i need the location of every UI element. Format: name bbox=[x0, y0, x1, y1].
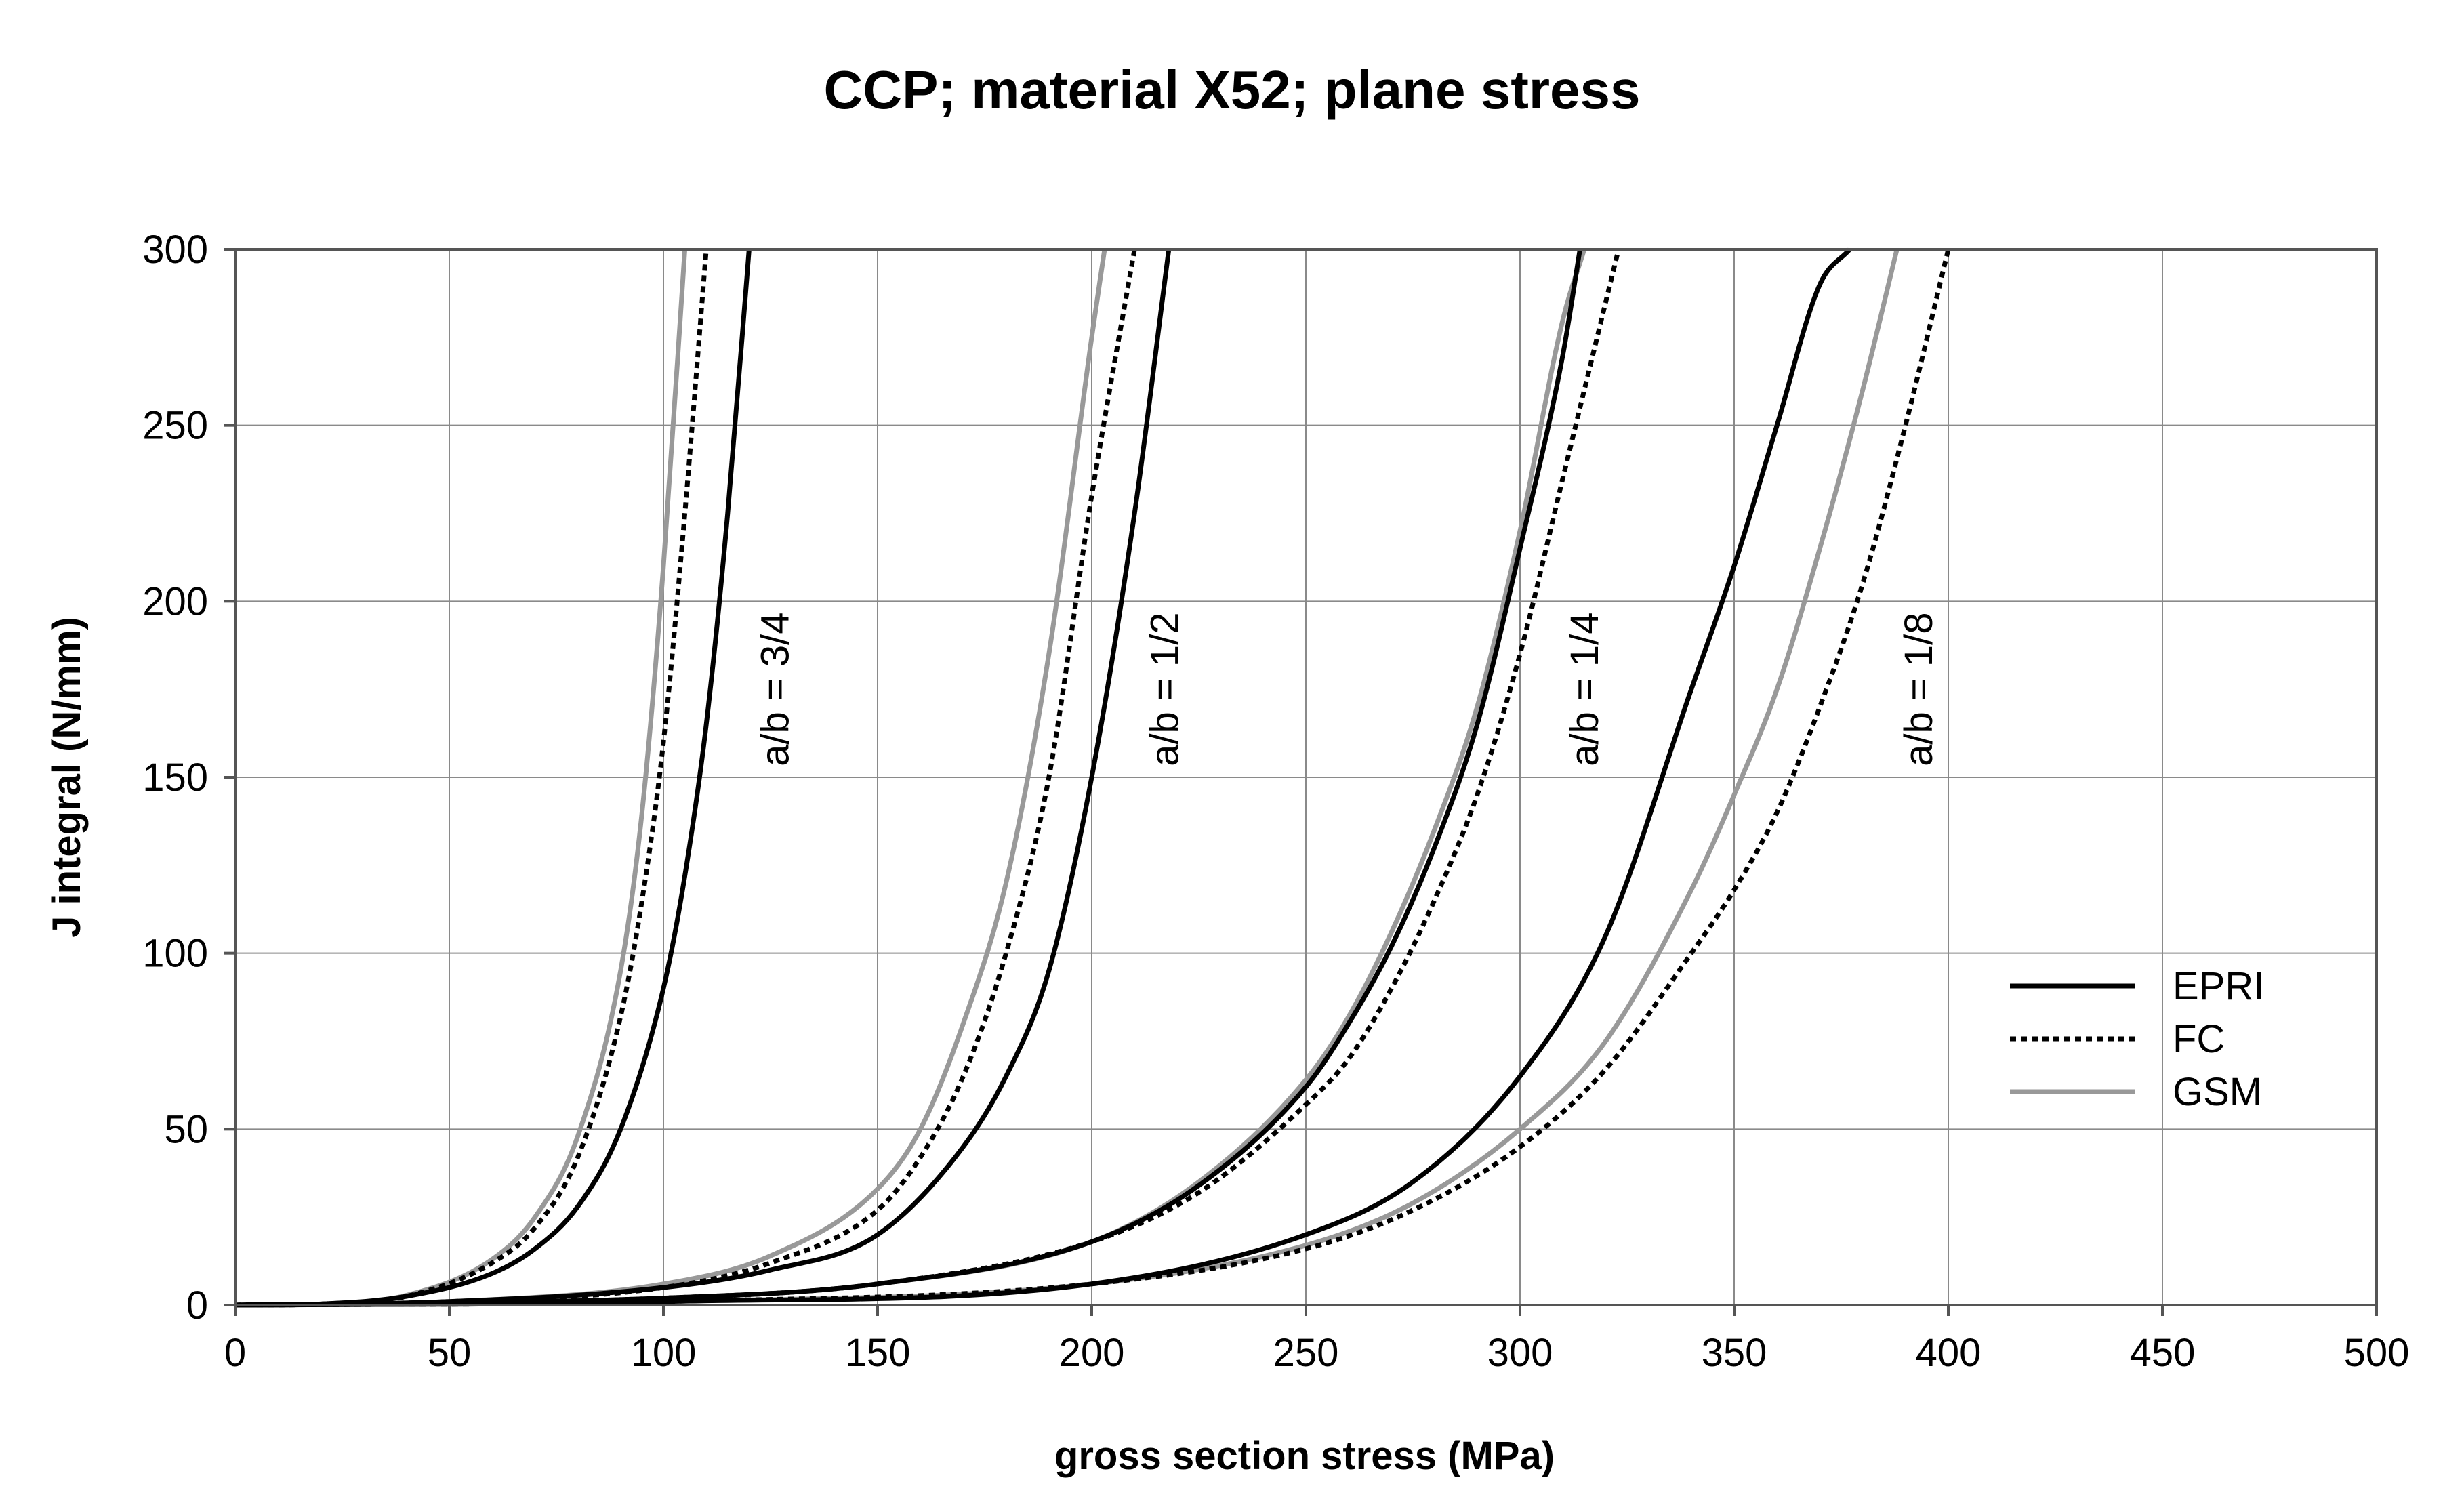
x-tick-label: 350 bbox=[1702, 1331, 1767, 1375]
annotations: a/b = 3/4 a/b = 1/2 a/b = 1/4 a/b = 1/8 bbox=[753, 613, 1941, 766]
y-tick-label: 50 bbox=[164, 1107, 208, 1151]
curve-annotation-label: a/b = 1/8 bbox=[1897, 613, 1941, 766]
legend-label-fc: FC bbox=[2173, 1017, 2225, 1061]
x-tick-label: 450 bbox=[2130, 1331, 2196, 1375]
series-line-epri-1-8 bbox=[234, 247, 1852, 1308]
x-tick-label: 500 bbox=[2344, 1331, 2410, 1375]
y-tick-label: 250 bbox=[142, 404, 208, 448]
x-axis-label: gross section stress (MPa) bbox=[1054, 1434, 1555, 1478]
x-tick-label: 300 bbox=[1487, 1331, 1553, 1375]
curve-annotation-label: a/b = 1/4 bbox=[1563, 613, 1607, 766]
y-tick-label: 0 bbox=[186, 1283, 208, 1327]
series-line-epri-3-4 bbox=[234, 249, 752, 1308]
y-tick-label: 300 bbox=[142, 228, 208, 272]
y-tick-label: 150 bbox=[142, 756, 208, 800]
legend-label-gsm: GSM bbox=[2173, 1070, 2262, 1114]
legend: EPRI FC GSM bbox=[2010, 964, 2264, 1114]
series-line-fc-1-8 bbox=[234, 249, 1951, 1308]
y-tick-label: 200 bbox=[142, 579, 208, 623]
y-axis-label: J integral (N/mm) bbox=[45, 617, 89, 938]
series-line-fc-3-4 bbox=[234, 249, 709, 1308]
legend-label-epri: EPRI bbox=[2173, 964, 2264, 1008]
x-axis: 0 50 100 150 200 250 300 350 400 450 500 bbox=[224, 1305, 2410, 1375]
x-tick-label: 50 bbox=[428, 1331, 472, 1375]
chart-title: CCP; material X52; plane stress bbox=[824, 60, 1641, 120]
y-axis: 0 50 100 150 200 250 300 bbox=[142, 228, 235, 1327]
x-tick-label: 200 bbox=[1059, 1331, 1125, 1375]
x-tick-label: 0 bbox=[224, 1331, 246, 1375]
curve-annotation-label: a/b = 1/2 bbox=[1143, 613, 1187, 766]
x-tick-label: 250 bbox=[1273, 1331, 1339, 1375]
series-lines bbox=[234, 247, 1951, 1308]
series-line-epri-1-2 bbox=[234, 249, 1172, 1308]
y-tick-label: 100 bbox=[142, 932, 208, 976]
x-tick-label: 150 bbox=[845, 1331, 911, 1375]
x-tick-label: 100 bbox=[631, 1331, 697, 1375]
x-tick-label: 400 bbox=[1916, 1331, 1982, 1375]
curve-annotation-label: a/b = 3/4 bbox=[753, 613, 797, 766]
series-line-epri-1-4 bbox=[234, 249, 1582, 1308]
